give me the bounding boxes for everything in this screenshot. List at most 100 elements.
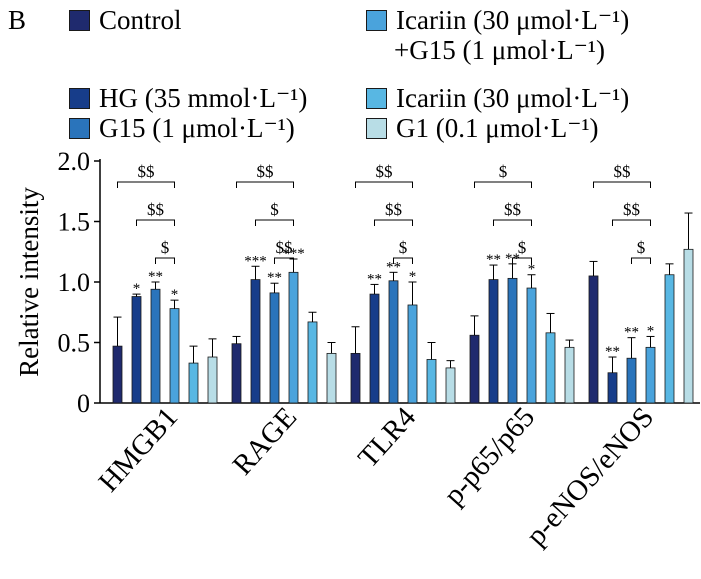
bar-2-2: [388, 280, 399, 404]
bar-2-4: [426, 359, 437, 404]
bracket-4-0: [593, 181, 651, 188]
legend-swatch-hg: [69, 88, 90, 109]
bracket-label-4-1: $$: [623, 200, 640, 219]
bar-0-5: [207, 356, 218, 404]
bar-4-3: [645, 346, 656, 404]
bar-3-1: [488, 279, 499, 404]
x-tick-label-2: TLR4: [352, 401, 422, 474]
bar-0-3: [169, 308, 180, 404]
bracket-0-2: [155, 257, 175, 264]
legend-label-g1: G1 (0.1 μmol·L⁻¹): [396, 113, 599, 143]
y-tick-label-2: 1.0: [58, 268, 91, 297]
significance-star-11: *: [528, 262, 536, 278]
significance-star-0: *: [133, 281, 141, 297]
legend-item-g1: G1 (0.1 μmol·L⁻¹): [366, 113, 599, 143]
x-tick-label-3: p-p65/p65: [438, 401, 542, 511]
legend-swatch-g1: [366, 118, 387, 139]
bar-0-4: [188, 362, 199, 404]
bracket-0-1: [136, 219, 175, 226]
significance-star-8: *: [409, 269, 417, 285]
significance-star-4: **: [267, 270, 282, 286]
legend-swatch-icariin: [366, 88, 387, 109]
legend-label-control: Control: [99, 5, 182, 35]
significance-star-9: **: [486, 252, 501, 268]
y-tick-label-4: 2.0: [58, 147, 91, 176]
x-tick-label-0: HMGB1: [92, 401, 184, 498]
bar-1-4: [307, 321, 318, 404]
bar-4-5: [683, 248, 694, 404]
legend-label-icariin-g15-line1: Icariin (30 μmol·L⁻¹): [396, 5, 630, 35]
bracket-label-2-0: $$: [376, 162, 393, 181]
legend-label-icariin-g15: Icariin (30 μmol·L⁻¹) +G15 (1 μmol·L⁻¹): [394, 5, 630, 65]
significance-star-7: **: [386, 259, 401, 275]
y-tick-label-1: 0.5: [58, 329, 91, 358]
bracket-2-1: [374, 219, 413, 226]
bracket-1-2: [274, 257, 294, 264]
legend-swatch-icariin-g15: [366, 10, 387, 31]
bracket-label-2-2: $: [399, 238, 408, 257]
bar-1-3: [288, 271, 299, 404]
bracket-label-4-2: $: [637, 238, 646, 257]
bar-2-5: [445, 367, 456, 404]
bar-3-5: [564, 346, 575, 404]
bracket-1-1: [255, 219, 294, 226]
bar-2-3: [407, 304, 418, 404]
bar-3-2: [507, 277, 518, 404]
y-tick-label-0: 0: [77, 389, 90, 418]
bar-3-3: [526, 287, 537, 404]
panel-label: B: [8, 5, 27, 35]
bracket-4-2: [631, 257, 651, 264]
bracket-label-4-0: $$: [614, 162, 631, 181]
bar-4-2: [626, 357, 637, 404]
significance-star-13: **: [624, 325, 639, 341]
legend-swatch-g15: [69, 118, 90, 139]
bar-1-5: [326, 352, 337, 404]
significance-star-1: **: [148, 269, 163, 285]
bar-3-0: [469, 334, 480, 404]
y-tick-label-3: 1.5: [58, 208, 91, 237]
significance-star-2: *: [171, 287, 179, 303]
bracket-label-0-0: $$: [138, 162, 155, 181]
bracket-label-1-1: $: [270, 200, 279, 219]
bar-4-1: [607, 372, 618, 404]
bar-0-2: [150, 288, 161, 404]
bar-1-2: [269, 292, 280, 404]
bar-2-0: [350, 352, 361, 404]
bracket-label-3-1: $$: [504, 200, 521, 219]
x-tick-label-1: RAGE: [227, 401, 304, 481]
bar-0-1: [131, 296, 142, 404]
legend-label-g15: G15 (1 μmol·L⁻¹): [99, 113, 295, 143]
bracket-3-2: [512, 257, 532, 264]
significance-star-14: *: [647, 323, 655, 339]
bar-1-0: [231, 343, 242, 404]
bracket-label-0-2: $: [161, 238, 170, 257]
bracket-3-1: [493, 219, 532, 226]
bracket-4-1: [612, 219, 651, 226]
legend-item-control: Control: [69, 5, 182, 35]
legend-label-icariin: Icariin (30 μmol·L⁻¹): [396, 83, 630, 113]
bracket-1-0: [236, 181, 294, 188]
legend-item-icariin-g15: Icariin (30 μmol·L⁻¹) +G15 (1 μmol·L⁻¹): [366, 5, 629, 65]
x-tick-label-4: p-eNOS/eNOS: [520, 401, 660, 552]
bar-4-4: [664, 274, 675, 404]
significance-star-3: ***: [244, 253, 267, 269]
legend-swatch-control: [69, 10, 90, 31]
bracket-label-3-0: $: [499, 162, 508, 181]
legend-label-hg: HG (35 mmol·L⁻¹): [99, 83, 308, 113]
bar-1-1: [250, 279, 261, 404]
legend-label-icariin-g15-line2: +G15 (1 μmol·L⁻¹): [394, 35, 606, 65]
bracket-label-0-1: $$: [147, 200, 164, 219]
y-axis-title: Relative intensity: [14, 187, 44, 377]
bar-0-0: [112, 345, 123, 404]
bracket-label-2-1: $$: [385, 200, 402, 219]
bracket-label-1-0: $$: [257, 162, 274, 181]
bar-2-1: [369, 293, 380, 404]
bracket-0-0: [117, 181, 175, 188]
bracket-2-0: [355, 181, 413, 188]
bar-3-4: [545, 332, 556, 404]
bracket-3-0: [474, 181, 532, 188]
legend-item-hg: HG (35 mmol·L⁻¹): [69, 83, 307, 113]
legend-item-icariin: Icariin (30 μmol·L⁻¹): [366, 83, 629, 113]
bar-4-0: [588, 275, 599, 404]
